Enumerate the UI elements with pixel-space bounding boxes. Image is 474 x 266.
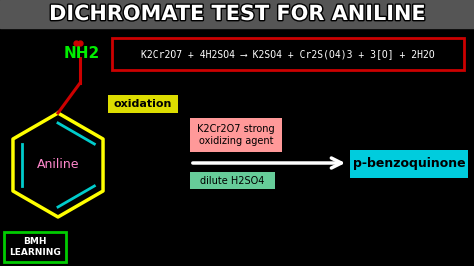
Text: p-benzoquinone: p-benzoquinone <box>353 157 465 171</box>
Text: oxidation: oxidation <box>114 99 172 109</box>
Text: K2Cr2O7 + 4H2SO4 ⟶ K2SO4 + Cr2S(O4)3 + 3[O] + 2H2O: K2Cr2O7 + 4H2SO4 ⟶ K2SO4 + Cr2S(O4)3 + 3… <box>141 49 435 59</box>
Bar <box>108 95 178 113</box>
Bar <box>190 172 275 189</box>
Text: K2Cr2O7 strong
oxidizing agent: K2Cr2O7 strong oxidizing agent <box>197 124 275 146</box>
Text: DICHROMATE TEST FOR ANILINE: DICHROMATE TEST FOR ANILINE <box>49 4 425 24</box>
Text: Aniline: Aniline <box>37 159 79 172</box>
Bar <box>112 38 464 70</box>
Text: BMH
LEARNING: BMH LEARNING <box>9 237 61 257</box>
Text: dilute H2SO4: dilute H2SO4 <box>201 176 264 185</box>
Bar <box>4 232 66 262</box>
Bar <box>350 150 468 178</box>
Bar <box>190 118 282 152</box>
Bar <box>0 0 474 28</box>
Text: NH2: NH2 <box>64 45 100 60</box>
